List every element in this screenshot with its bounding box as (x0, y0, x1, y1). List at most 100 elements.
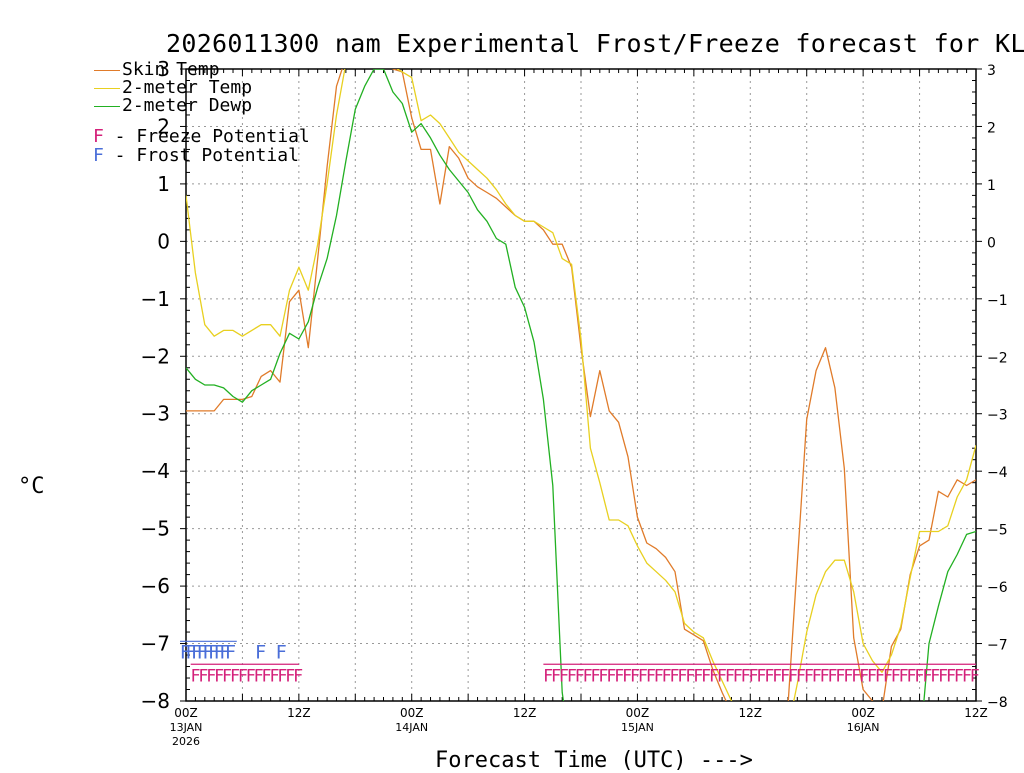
y-tick-label-right: −7 (987, 638, 1008, 654)
freeze-marker: F (970, 666, 980, 686)
freeze-marker: F (662, 666, 672, 686)
frost-marker: F (197, 641, 208, 663)
x-tick-label: 12Z (739, 706, 763, 720)
freeze-marker: F (891, 666, 901, 686)
freeze-marker: F (686, 666, 696, 686)
freeze-marker: F (262, 666, 272, 686)
freeze-marker: F (614, 666, 624, 686)
freeze-marker: F (551, 666, 561, 686)
x-tick-year: 2026 (172, 735, 200, 748)
y-tick-label-left: −1 (141, 287, 170, 311)
frost-marker: F (180, 641, 191, 663)
y-tick-label-right: 2 (987, 120, 996, 136)
freeze-marker: F (875, 666, 885, 686)
freeze-marker: F (820, 666, 830, 686)
legend-swatch-dewp (94, 106, 120, 107)
freeze-marker: F (725, 666, 735, 686)
legend-label-t2m: 2-meter Temp (122, 77, 253, 98)
y-tick-label-left: 1 (157, 172, 170, 196)
freeze-marker: F (733, 666, 743, 686)
freeze-marker: F (923, 666, 933, 686)
freeze-marker: F (591, 666, 601, 686)
legend-freeze-letter: F (93, 126, 104, 147)
freeze-marker: F (638, 666, 648, 686)
y-tick-label-left: 2 (157, 114, 170, 138)
freeze-marker: F (222, 666, 232, 686)
freeze-marker: F (599, 666, 609, 686)
freeze-marker: F (717, 666, 727, 686)
axis-ticks: −8 −8 −7 −7 −6 −6 −5 −5 −4 −4 −3 −3 −2 −2 −1 −1 0 0 1 1 2 2 3 3… (141, 57, 1008, 748)
legend-freeze: F - Freeze Potential (93, 128, 310, 146)
freeze-marker: F (954, 666, 964, 686)
legend-label-skin: Skin Temp (122, 59, 220, 80)
plot-border (185, 68, 977, 702)
freeze-marker: F (946, 666, 956, 686)
y-tick-label-left: −6 (141, 574, 170, 598)
freeze-marker: F (938, 666, 948, 686)
freeze-marker: F (788, 666, 798, 686)
x-tick-label: 00Z (626, 706, 650, 720)
freeze-marker: F (199, 666, 209, 686)
freeze-marker: F (765, 666, 775, 686)
y-unit-label: °C (18, 474, 45, 499)
legend-swatch-t2m (94, 88, 120, 89)
series-lines (186, 69, 976, 701)
freeze-marker: F (709, 666, 719, 686)
freeze-marker: F (701, 666, 711, 686)
freeze-marker: F (812, 666, 822, 686)
series-line-2m-dewp (186, 69, 976, 701)
freeze-marker: F (607, 666, 617, 686)
x-tick-date: 16JAN (847, 721, 880, 734)
x-tick-date: 15JAN (621, 721, 654, 734)
y-tick-label-right: 0 (987, 235, 996, 251)
freeze-marker: F (796, 666, 806, 686)
x-tick-label: 00Z (174, 706, 198, 720)
freeze-marker: F (207, 666, 217, 686)
freeze-marker: F (670, 666, 680, 686)
freeze-marker: F (214, 666, 224, 686)
series-line-2m-temp (186, 69, 976, 701)
y-tick-label-right: −8 (987, 695, 1008, 711)
frost-marker: F (214, 641, 225, 663)
freeze-marker: F (962, 666, 972, 686)
freeze-marker: F (191, 666, 201, 686)
freeze-marker: F (772, 666, 782, 686)
series-line-skin-temp (186, 69, 976, 701)
plot-frame (185, 68, 977, 702)
freeze-marker: F (246, 666, 256, 686)
freeze-marker: F (293, 666, 303, 686)
x-tick-date: 13JAN (170, 721, 203, 734)
freeze-marker: F (844, 666, 854, 686)
freeze-marker: F (270, 666, 280, 686)
freeze-marker: F (630, 666, 640, 686)
y-tick-label-left: −2 (141, 344, 170, 368)
freeze-marker: F (238, 666, 248, 686)
y-tick-label-right: 3 (987, 63, 996, 79)
freeze-marker: F (883, 666, 893, 686)
frost-marker: F (276, 641, 287, 663)
freeze-marker: F (899, 666, 909, 686)
y-tick-label-right: −2 (987, 350, 1008, 366)
freeze-marker: F (828, 666, 838, 686)
freeze-marker: F (254, 666, 264, 686)
x-tick-label: 00Z (851, 706, 875, 720)
legend-label-dewp: 2-meter Dewp (122, 95, 253, 116)
freeze-marker: F (286, 666, 296, 686)
freeze-marker: F (930, 666, 940, 686)
y-tick-label-left: −7 (141, 632, 170, 656)
freeze-marker: F (230, 666, 240, 686)
freeze-marker: F (749, 666, 759, 686)
legend-frost-letter: F (93, 145, 104, 166)
freeze-marker: F (741, 666, 751, 686)
freeze-marker: F (859, 666, 869, 686)
y-tick-label-left: −5 (141, 517, 170, 541)
freeze-marker: F (559, 666, 569, 686)
freeze-marker: F (622, 666, 632, 686)
freeze-marker: F (567, 666, 577, 686)
freeze-marker: F (646, 666, 656, 686)
freeze-marker: F (278, 666, 288, 686)
y-tick-label-right: −4 (987, 465, 1008, 481)
y-tick-label-right: −3 (987, 408, 1008, 424)
